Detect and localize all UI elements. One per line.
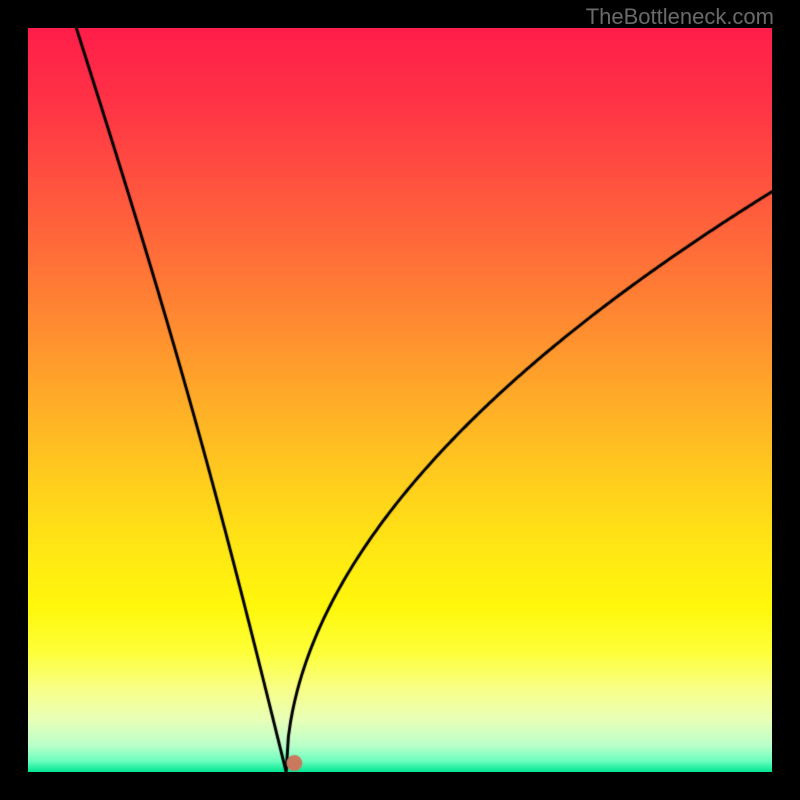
watermark-text: TheBottleneck.com <box>586 4 774 30</box>
bottleneck-curve <box>28 28 772 772</box>
plot-area <box>28 28 772 772</box>
